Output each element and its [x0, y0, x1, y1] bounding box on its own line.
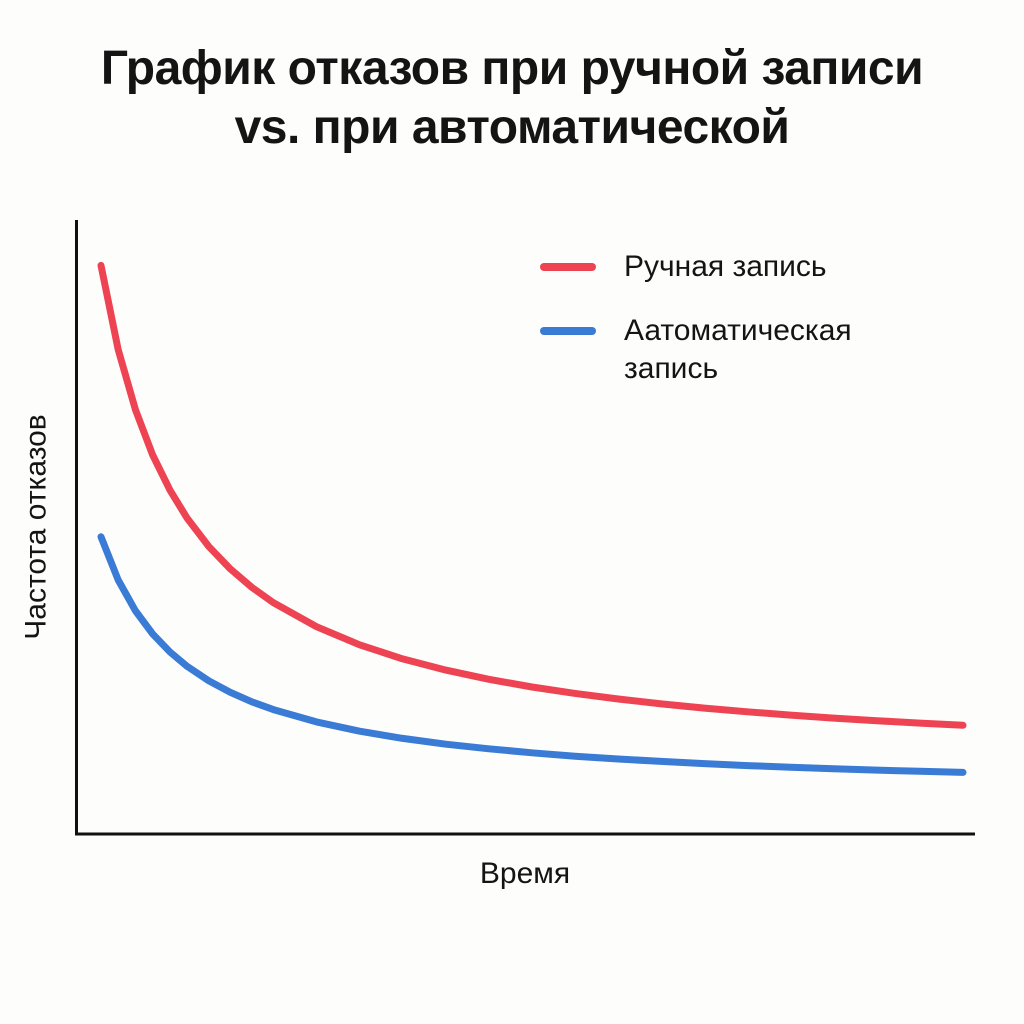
chart-title-line1: График отказов при ручной записи — [100, 42, 924, 95]
y-axis-label: Частота отказов — [20, 414, 53, 640]
legend-line-swatch-blue — [540, 327, 596, 336]
legend-label-manual: Ручная запись — [624, 250, 827, 283]
legend-line-swatch-red — [540, 263, 596, 271]
legend-item-automatic: Аатоматическая запись — [540, 312, 924, 388]
y-axis-label-wrap: Частота отказов — [14, 220, 60, 834]
x-axis-label: Время — [479, 857, 571, 890]
chart-title-line2: vs. при автоматической — [234, 100, 790, 154]
chart-title: График отказов при ручной записи vs. при … — [0, 40, 1024, 157]
legend-label-automatic: Аатоматическая запись — [624, 314, 852, 386]
legend-item-manual: Ручная запись — [540, 248, 924, 286]
legend: Ручная запись Аатоматическая запись — [540, 248, 924, 388]
